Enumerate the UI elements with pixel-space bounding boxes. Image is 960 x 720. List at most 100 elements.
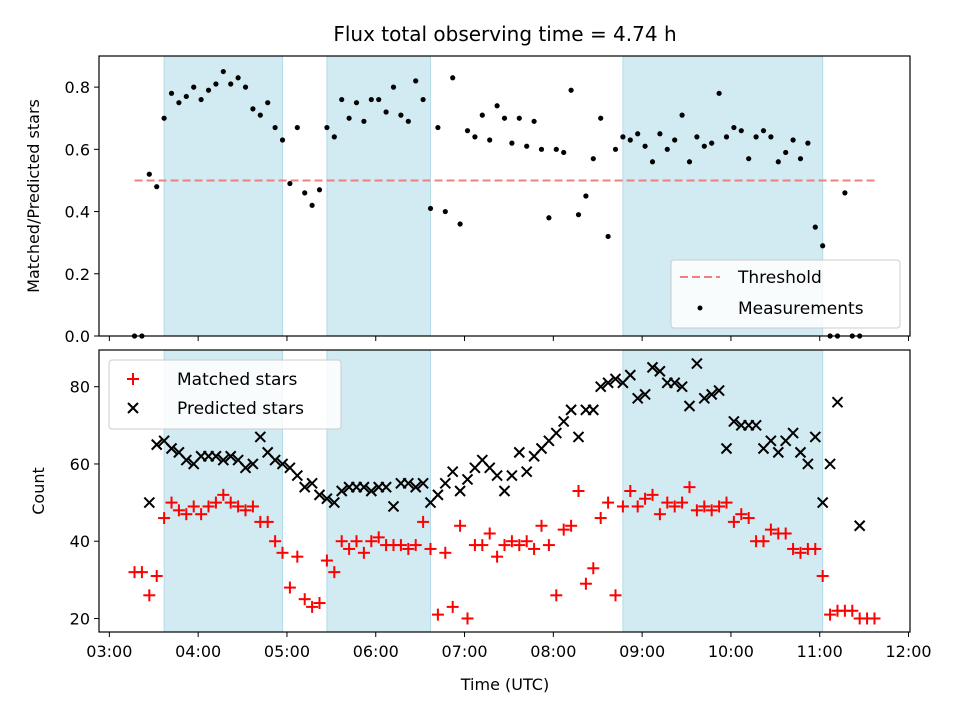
x-tick-label: 11:00: [797, 642, 843, 661]
matched-star-marker: [187, 500, 200, 513]
measurement-point: [161, 115, 167, 121]
measurement-point: [561, 149, 567, 156]
predicted-star-marker: [654, 365, 666, 377]
predicted-star-marker: [299, 481, 311, 493]
matched-star-marker: [616, 500, 629, 513]
matched-star-marker: [779, 527, 792, 540]
matched-star-marker: [565, 519, 578, 532]
matched-star-marker: [417, 515, 430, 528]
matched-star-marker: [454, 519, 467, 532]
matched-star-marker: [261, 515, 274, 528]
predicted-star-marker: [387, 500, 400, 513]
measurement-point: [420, 96, 426, 103]
measurement-point: [605, 233, 611, 240]
matched-star-marker: [602, 496, 615, 509]
measurement-point: [679, 112, 685, 118]
measurement-point: [701, 143, 707, 149]
top-legend-box: [670, 259, 901, 329]
top-axes-frame: [98, 55, 911, 337]
predicted-star-marker: [446, 465, 459, 478]
measurement-point: [731, 124, 737, 131]
predicted-star-marker: [802, 458, 814, 470]
measurement-point: [620, 134, 626, 140]
matched-star-marker: [350, 535, 363, 548]
matched-star-marker: [757, 535, 770, 548]
matched-star-marker: [343, 542, 356, 555]
measurement-point: [753, 134, 759, 140]
measurement-point: [716, 90, 722, 96]
measurement-point: [746, 156, 752, 162]
measurement-point: [627, 137, 633, 143]
measurement-point: [664, 146, 670, 152]
measurement-point: [575, 212, 582, 218]
measurement-point: [346, 115, 352, 121]
bottom-y-ticks: 20 40 60 80: [70, 378, 99, 628]
measurement-point: [154, 184, 160, 190]
matched-star-marker: [365, 535, 378, 548]
predicted-star-marker: [698, 392, 710, 404]
matched-star-marker: [239, 504, 252, 517]
matched-star-marker: [394, 539, 407, 552]
matched-star-marker: [431, 608, 444, 621]
matched-star-marker: [209, 496, 222, 509]
matched-star-marker: [594, 512, 607, 525]
predicted-star-marker: [461, 473, 474, 486]
measurement-point: [205, 87, 212, 93]
measurement-point: [146, 171, 152, 177]
y-tick-label: 80: [70, 378, 90, 397]
x-tick-label: 06:00: [353, 642, 399, 661]
top-y-axis-label: Matched/Predicted stars: [24, 99, 43, 293]
y-tick-label: 20: [70, 609, 90, 628]
predicted-star-marker: [358, 481, 370, 493]
predicted-star-marker: [506, 469, 518, 482]
predicted-star-marker: [321, 493, 333, 505]
measurement-point: [457, 221, 463, 227]
measurement-point: [435, 124, 441, 131]
matched-star-marker: [587, 562, 600, 575]
predicted-star-marker: [765, 435, 777, 447]
x-tick-label: 04:00: [175, 642, 221, 661]
measurement-point: [635, 131, 641, 137]
matched-star-marker: [535, 519, 548, 532]
matched-star-marker: [180, 508, 193, 521]
matched-star-marker: [313, 597, 326, 610]
predicted-star-marker: [565, 404, 577, 416]
predicted-star-marker: [853, 520, 866, 532]
measurement-point: [812, 224, 818, 230]
measurement-point: [302, 190, 308, 196]
bottom-axes-frame: [98, 349, 911, 633]
matched-star-marker: [676, 496, 689, 509]
measurement-point: [339, 96, 345, 103]
matched-star-marker: [158, 512, 171, 525]
measurement-point: [198, 96, 204, 103]
predicted-star-marker: [639, 388, 651, 401]
predicted-star-marker: [247, 458, 259, 470]
measurement-point: [568, 87, 574, 93]
predicted-star-marker: [720, 442, 733, 455]
matched-star-marker: [705, 504, 718, 517]
matched-star-marker: [609, 589, 622, 602]
predicted-star-marker: [239, 462, 252, 474]
measurement-point: [657, 131, 663, 137]
matched-star-marker: [764, 523, 777, 536]
predicted-star-marker: [831, 396, 844, 408]
matched-star-marker: [683, 481, 696, 494]
legend-matched-swatch: [127, 373, 139, 385]
measurement-point: [531, 118, 537, 124]
matched-star-marker: [824, 608, 837, 621]
measurement-point: [316, 187, 323, 193]
matched-star-marker: [557, 523, 570, 536]
predicted-star-marker: [380, 481, 392, 493]
matched-star-marker: [520, 535, 533, 548]
predicted-star-marker: [668, 377, 681, 389]
matched-star-marker: [720, 496, 733, 509]
measurement-point: [279, 137, 286, 143]
predicted-star-marker: [794, 446, 807, 459]
matched-star-marker: [357, 546, 370, 559]
measurement-point: [509, 140, 515, 146]
measurement-point: [672, 137, 678, 143]
matched-star-marker: [143, 589, 156, 602]
matched-star-marker: [528, 542, 541, 555]
legend-threshold-label: Threshold: [737, 268, 822, 288]
